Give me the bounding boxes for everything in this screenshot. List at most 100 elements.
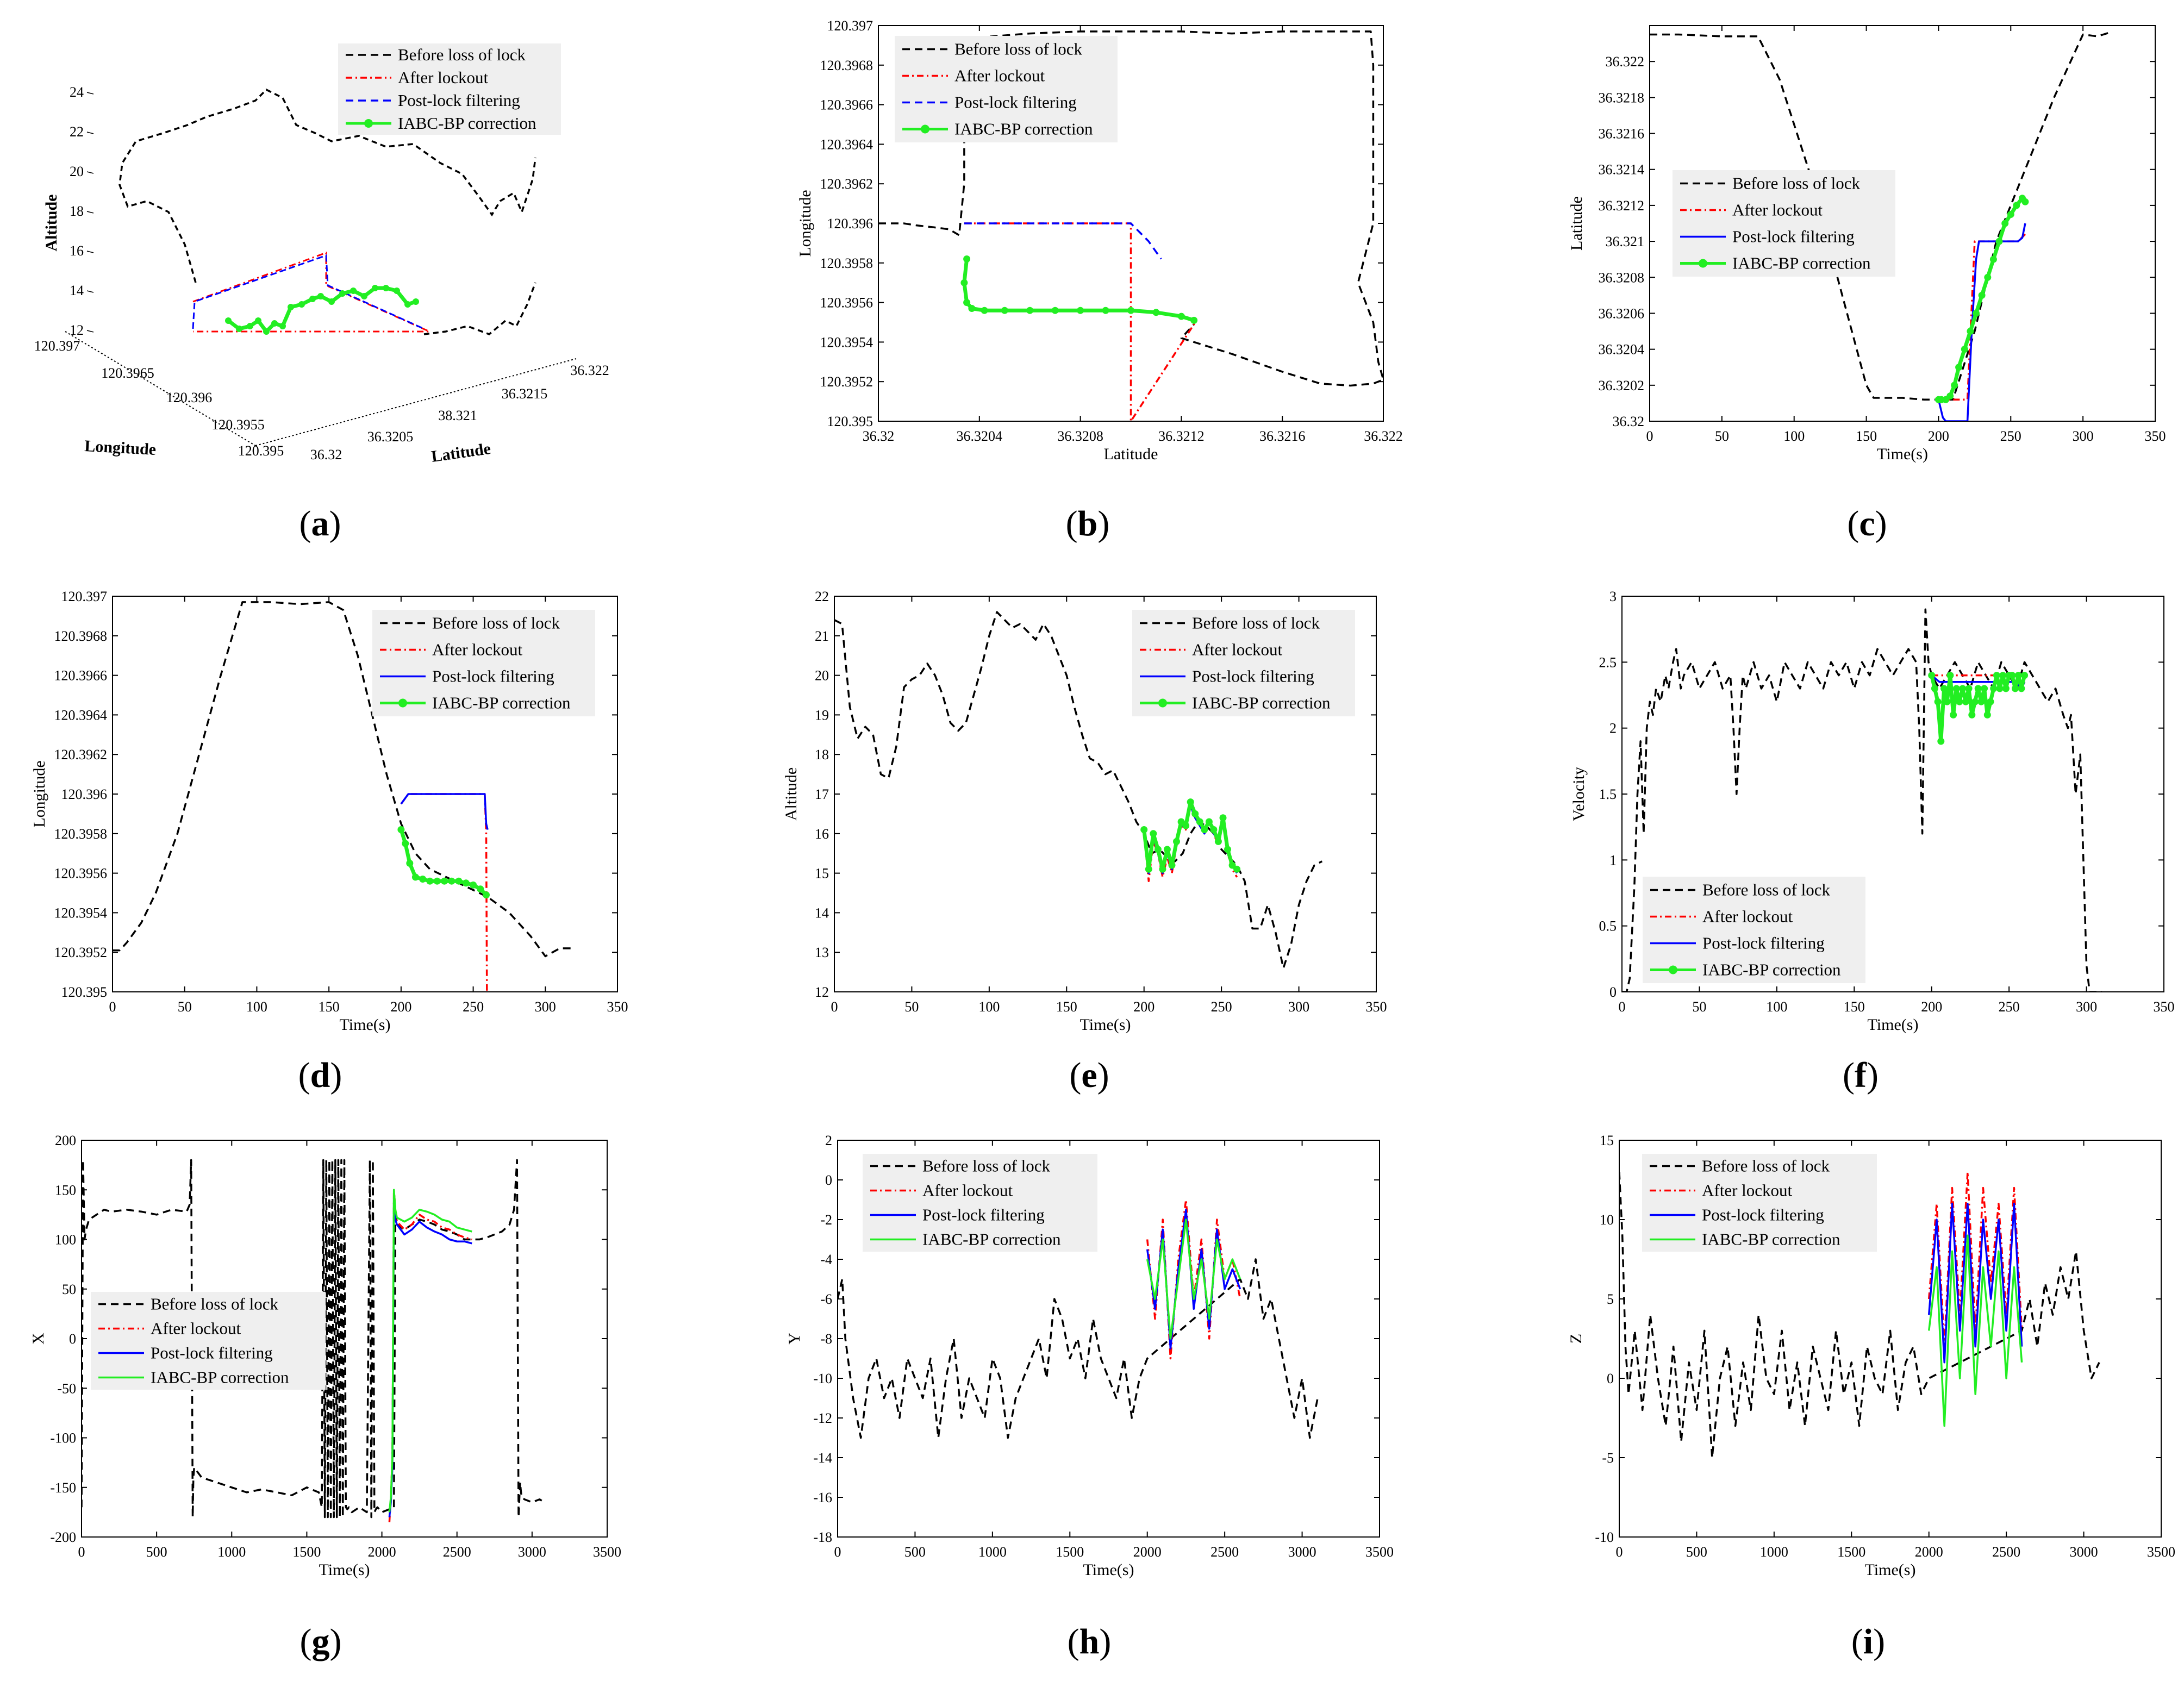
x-tick-label: 250: [463, 999, 484, 1015]
legend-box: [338, 43, 561, 135]
data-point: [470, 881, 477, 889]
y-tick-label: 120.3966: [820, 97, 873, 113]
panel-label-i: (i): [1851, 1622, 1885, 1661]
data-point: [404, 301, 411, 308]
y-tick-label: 120.3966: [54, 668, 108, 684]
series-group: [878, 30, 1383, 421]
y-tick-label: 36.322: [570, 363, 609, 378]
y-tick-label: 1: [1609, 852, 1617, 868]
y-tick-label: -2: [820, 1212, 832, 1228]
y-tick-label: 36.3208: [1599, 270, 1645, 285]
x-tick-label: 2500: [1210, 1544, 1239, 1560]
y-tick-label: 120.3952: [820, 374, 873, 390]
legend-marker: [921, 124, 929, 134]
data-point: [981, 307, 988, 314]
data-point: [1961, 346, 1968, 353]
data-point: [402, 840, 409, 847]
x-tick-label: 350: [607, 999, 628, 1015]
legend-box: [1643, 877, 1865, 983]
data-point: [350, 288, 357, 294]
series-iabc-bp-correction: [1927, 1234, 2023, 1427]
data-point: [2008, 672, 2016, 679]
y-tick-label: 120.3952: [54, 945, 108, 960]
panel-label-c: (c): [1847, 504, 1887, 543]
data-point: [361, 293, 367, 299]
data-point: [1952, 685, 1960, 692]
y-axis-label: Altitude: [782, 767, 800, 821]
data-point: [1946, 672, 1954, 679]
x-tick-label: 100: [246, 999, 267, 1015]
data-point: [1943, 698, 1951, 705]
legend-label: IABC-BP correction: [1732, 254, 1871, 273]
x-tick-label: 1000: [217, 1544, 246, 1560]
legend-label: IABC-BP correction: [398, 114, 536, 133]
data-point: [1962, 698, 1969, 705]
latitude-axis: [255, 358, 577, 446]
x-tick-label: 150: [1844, 999, 1865, 1015]
series-group: [1619, 1171, 2100, 1459]
series-before-loss-of-lock: [1619, 1172, 2100, 1459]
x-tick-label: 1500: [292, 1544, 321, 1560]
data-point: [1191, 810, 1199, 817]
y-tick-label: 14: [815, 905, 829, 921]
series-group: [82, 1159, 545, 1522]
data-point: [1201, 826, 1208, 833]
y-tick-label: 120.3956: [54, 866, 108, 882]
y-tick-label: 36.32: [1613, 414, 1645, 429]
x-tick-label: 500: [904, 1544, 926, 1560]
y-tick-label: 21: [815, 628, 829, 644]
legend: Before loss of lock After lockout Post-loc…: [338, 43, 561, 135]
z-tick: [86, 132, 94, 134]
data-point: [1168, 861, 1176, 869]
legend-box: [91, 1292, 326, 1390]
data-point: [1955, 364, 1963, 371]
z-tick: [86, 251, 94, 253]
data-point: [383, 285, 389, 291]
x-axis-label: Time(s): [1868, 1016, 1919, 1034]
data-point: [372, 285, 378, 291]
series-group: [838, 1198, 1319, 1439]
legend-box: [863, 1154, 1097, 1252]
data-point: [1978, 291, 1986, 299]
data-point: [1999, 672, 2007, 679]
legend-label: After lockout: [1732, 201, 1823, 220]
legend-label: Post-lock filtering: [1702, 1205, 1824, 1224]
panel-label-g: (g): [300, 1622, 342, 1661]
z-axis-label: Altitude: [42, 195, 60, 252]
x-tick-label: 0: [834, 1544, 841, 1560]
legend-box: [372, 610, 595, 716]
data-point: [1989, 255, 1997, 263]
data-point: [1931, 685, 1938, 692]
x-tick-label: 150: [1056, 999, 1077, 1015]
x-axis-label: Time(s): [1080, 1016, 1131, 1034]
x-tick-label: 200: [390, 999, 411, 1015]
x-tick-label: 120.3965: [101, 365, 154, 381]
y-tick-label: 120.3954: [54, 905, 108, 921]
y-tick-label: 36.3206: [1599, 305, 1645, 321]
data-point: [263, 328, 270, 335]
y-tick-label: 120.395: [827, 414, 873, 429]
y-tick-label: -8: [820, 1331, 832, 1347]
x-tick-label: 36.322: [1364, 428, 1403, 444]
y-tick-label: 36.3202: [1599, 378, 1645, 393]
y-tick-label: -6: [820, 1291, 832, 1307]
y-tick-label: 0: [825, 1172, 832, 1188]
data-point: [1934, 698, 1942, 705]
x-tick-label: 1500: [1056, 1544, 1084, 1560]
data-point: [1163, 846, 1171, 853]
y-tick-label: 200: [55, 1133, 76, 1148]
z-tick: [86, 290, 94, 293]
data-point: [1996, 685, 2004, 692]
legend-marker: [364, 119, 373, 128]
x-tick-label: 0: [78, 1544, 85, 1560]
y-tick-label: 0: [69, 1331, 76, 1347]
x-tick-label: 350: [1366, 999, 1387, 1015]
data-point: [477, 885, 484, 893]
y-tick-label: 150: [55, 1182, 76, 1198]
y-tick-label: -200: [50, 1529, 76, 1545]
y-tick-label: 120.395: [61, 984, 108, 1000]
data-point: [1219, 814, 1227, 822]
y-tick-label: 18: [815, 747, 829, 763]
data-point: [236, 326, 242, 332]
series-after-lockout: [964, 222, 1195, 421]
